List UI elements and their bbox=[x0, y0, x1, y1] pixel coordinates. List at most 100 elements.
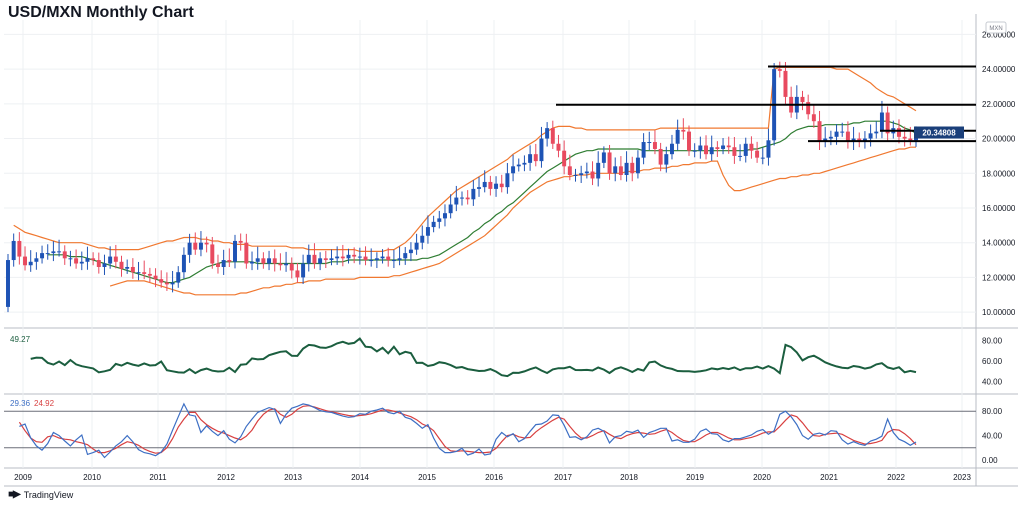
y-tick-label: 20.00000 bbox=[982, 135, 1016, 144]
candle-body bbox=[147, 273, 152, 276]
candle-body bbox=[408, 249, 413, 254]
x-tick-label: 2012 bbox=[217, 473, 235, 482]
candle-body bbox=[607, 152, 612, 174]
candle-body bbox=[454, 197, 459, 205]
stoch-k-line bbox=[19, 402, 917, 459]
candle-body bbox=[403, 253, 408, 259]
tradingview-logo-icon: ■▶ bbox=[8, 489, 21, 500]
candle-body bbox=[687, 131, 691, 151]
candle-body bbox=[584, 171, 589, 174]
candle-body bbox=[425, 227, 430, 236]
candle-body bbox=[6, 260, 10, 307]
candle-body bbox=[181, 254, 186, 273]
candle-body bbox=[255, 258, 260, 262]
candle-body bbox=[301, 263, 306, 278]
candle-body bbox=[482, 181, 487, 188]
candle-body bbox=[369, 260, 374, 262]
candle-body bbox=[68, 258, 73, 260]
x-tick-label: 2010 bbox=[83, 473, 101, 482]
candle-body bbox=[664, 154, 669, 165]
candle-body bbox=[783, 70, 788, 97]
candle-body bbox=[908, 138, 913, 141]
candle-body bbox=[811, 114, 816, 122]
candle-body bbox=[176, 272, 181, 283]
candle-body bbox=[352, 254, 357, 257]
candle-body bbox=[635, 157, 640, 174]
candle-body bbox=[465, 197, 470, 200]
brand-label: TradingView bbox=[23, 489, 74, 500]
y-tick-label: 12.00000 bbox=[982, 273, 1016, 282]
candle-body bbox=[760, 157, 765, 159]
candle-body bbox=[669, 143, 674, 155]
candle-body bbox=[692, 150, 697, 152]
bollinger-upper-band bbox=[13, 66, 917, 252]
candle-body bbox=[204, 242, 209, 245]
candle-body bbox=[45, 253, 50, 255]
candle-body bbox=[596, 162, 601, 179]
candle-body bbox=[74, 258, 79, 264]
candle-body bbox=[431, 221, 436, 228]
candle-body bbox=[896, 128, 901, 137]
candle-body bbox=[278, 263, 283, 266]
candle-body bbox=[658, 148, 663, 165]
candle-body bbox=[386, 256, 391, 261]
candle-body bbox=[590, 171, 595, 179]
candle-body bbox=[545, 128, 550, 139]
candle-body bbox=[681, 129, 686, 132]
stoch-d-value-label: 24.92 bbox=[34, 399, 55, 408]
candle-body bbox=[108, 256, 113, 264]
candle-body bbox=[840, 131, 845, 133]
candle-body bbox=[766, 140, 771, 158]
y-tick-label: 26.00000 bbox=[982, 30, 1016, 39]
chart-title: USD/MXN Monthly Chart bbox=[8, 4, 194, 21]
candle-body bbox=[902, 136, 907, 139]
candle-body bbox=[380, 256, 385, 259]
x-tick-label: 2018 bbox=[620, 473, 638, 482]
candle-body bbox=[119, 261, 124, 269]
candle-body bbox=[562, 150, 567, 167]
candle-body bbox=[885, 112, 890, 134]
candle-body bbox=[613, 166, 618, 174]
candle-body bbox=[284, 263, 289, 266]
symbol-tag: MXN bbox=[989, 26, 1002, 32]
candle-body bbox=[539, 138, 544, 162]
candle-body bbox=[806, 102, 811, 115]
candle-body bbox=[28, 261, 33, 266]
x-tick-label: 2011 bbox=[149, 473, 167, 482]
candle-body bbox=[499, 183, 504, 188]
candle-body bbox=[834, 131, 839, 137]
candle-body bbox=[556, 143, 561, 151]
candle-body bbox=[142, 272, 147, 274]
candle-body bbox=[346, 254, 351, 259]
candle-body bbox=[187, 242, 192, 255]
candle-body bbox=[715, 147, 720, 149]
candle-body bbox=[170, 282, 175, 285]
rsi-line bbox=[30, 337, 917, 378]
stoch-y-tick: 0.00 bbox=[982, 456, 998, 465]
candle-body bbox=[23, 256, 28, 266]
y-tick-label: 16.00000 bbox=[982, 204, 1016, 213]
candle-body bbox=[261, 258, 266, 264]
candle-body bbox=[618, 166, 623, 175]
candle-body bbox=[312, 254, 317, 264]
candle-body bbox=[868, 133, 873, 139]
candle-body bbox=[516, 164, 521, 167]
candle-body bbox=[233, 240, 237, 262]
candle-body bbox=[414, 242, 419, 250]
candle-body bbox=[374, 258, 379, 261]
x-tick-label: 2015 bbox=[418, 473, 436, 482]
candle-body bbox=[130, 266, 135, 273]
stoch-y-tick: 40.00 bbox=[982, 432, 1003, 441]
candle-body bbox=[164, 282, 169, 285]
candle-body bbox=[630, 162, 635, 174]
rsi-y-tick: 40.00 bbox=[982, 378, 1003, 387]
candle-body bbox=[755, 150, 760, 158]
candle-body bbox=[494, 183, 499, 189]
y-tick-label: 22.00000 bbox=[982, 100, 1016, 109]
candle-body bbox=[272, 258, 277, 264]
tradingview-brand[interactable]: ■▶ TradingView bbox=[8, 489, 73, 500]
candle-body bbox=[51, 251, 56, 254]
candle-body bbox=[601, 152, 606, 163]
candle-body bbox=[641, 142, 646, 158]
